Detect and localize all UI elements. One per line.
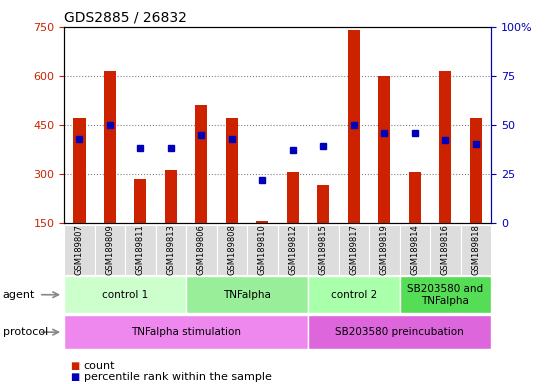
Text: GSM189818: GSM189818 <box>472 224 480 275</box>
Bar <box>217 225 247 275</box>
Bar <box>247 225 277 275</box>
Text: SB203580 and
TNFalpha: SB203580 and TNFalpha <box>407 284 483 306</box>
Text: TNFalpha: TNFalpha <box>223 290 271 300</box>
Bar <box>287 172 299 223</box>
Text: GSM189806: GSM189806 <box>197 224 206 275</box>
Bar <box>308 225 339 275</box>
Bar <box>369 225 400 275</box>
Text: control 1: control 1 <box>102 290 148 300</box>
Bar <box>439 71 451 223</box>
Bar <box>226 118 238 223</box>
Text: ■: ■ <box>70 361 79 371</box>
Text: GSM189808: GSM189808 <box>227 224 237 275</box>
Bar <box>64 225 95 275</box>
Bar <box>134 179 147 223</box>
Text: GSM189812: GSM189812 <box>288 224 297 275</box>
Bar <box>125 225 156 275</box>
Text: SB203580 preincubation: SB203580 preincubation <box>335 327 464 337</box>
Bar <box>318 185 329 223</box>
Text: GSM189817: GSM189817 <box>349 224 358 275</box>
Bar <box>195 105 208 223</box>
Bar <box>348 30 360 223</box>
Text: ■: ■ <box>70 372 79 382</box>
Text: protocol: protocol <box>3 327 48 337</box>
Bar <box>165 170 177 223</box>
Text: GSM189807: GSM189807 <box>75 224 84 275</box>
Bar <box>186 225 217 275</box>
Bar <box>64 315 308 349</box>
Text: GSM189809: GSM189809 <box>105 224 114 275</box>
Bar <box>95 225 125 275</box>
Bar <box>278 225 308 275</box>
Bar <box>430 225 460 275</box>
Bar <box>470 118 482 223</box>
Text: GSM189816: GSM189816 <box>441 224 450 275</box>
Bar <box>378 76 391 223</box>
Text: agent: agent <box>3 290 35 300</box>
Bar <box>460 225 491 275</box>
Bar <box>186 276 308 313</box>
Text: GDS2885 / 26832: GDS2885 / 26832 <box>64 10 187 24</box>
Text: count: count <box>84 361 115 371</box>
Bar <box>156 225 186 275</box>
Bar <box>400 276 491 313</box>
Text: GSM189810: GSM189810 <box>258 224 267 275</box>
Bar <box>308 276 400 313</box>
Text: GSM189819: GSM189819 <box>380 224 389 275</box>
Bar <box>104 71 116 223</box>
Bar <box>400 225 430 275</box>
Text: GSM189813: GSM189813 <box>166 224 175 275</box>
Text: control 2: control 2 <box>331 290 377 300</box>
Text: GSM189814: GSM189814 <box>410 224 419 275</box>
Text: percentile rank within the sample: percentile rank within the sample <box>84 372 272 382</box>
Bar <box>64 276 186 313</box>
Bar <box>339 225 369 275</box>
Bar <box>73 118 85 223</box>
Bar <box>308 315 491 349</box>
Text: GSM189815: GSM189815 <box>319 224 328 275</box>
Text: TNFalpha stimulation: TNFalpha stimulation <box>131 327 241 337</box>
Bar <box>408 172 421 223</box>
Text: GSM189811: GSM189811 <box>136 224 145 275</box>
Bar <box>256 221 268 223</box>
